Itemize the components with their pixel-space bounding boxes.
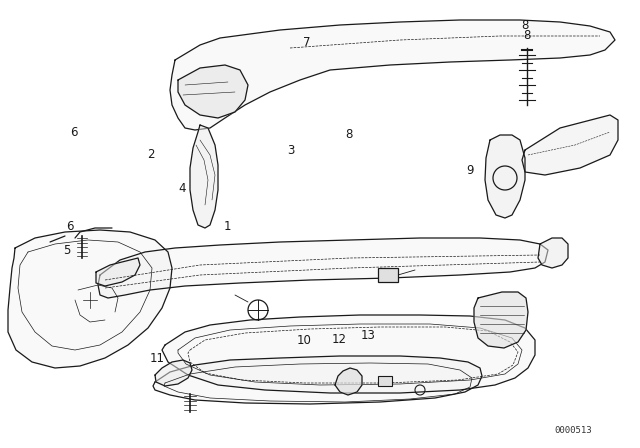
FancyBboxPatch shape bbox=[378, 376, 392, 386]
Text: 11: 11 bbox=[149, 352, 164, 365]
Polygon shape bbox=[335, 368, 362, 395]
Polygon shape bbox=[8, 230, 172, 368]
Polygon shape bbox=[474, 292, 528, 348]
Text: 1: 1 bbox=[223, 220, 231, 233]
Text: 8: 8 bbox=[524, 29, 531, 42]
Text: 5: 5 bbox=[63, 244, 71, 258]
Polygon shape bbox=[522, 115, 618, 175]
Text: 6: 6 bbox=[70, 125, 77, 139]
Text: 7: 7 bbox=[303, 36, 311, 49]
Polygon shape bbox=[155, 360, 192, 386]
Text: 9: 9 bbox=[467, 164, 474, 177]
Text: 4: 4 bbox=[179, 181, 186, 195]
Text: 2: 2 bbox=[147, 148, 154, 161]
Text: 6: 6 bbox=[67, 220, 74, 233]
Polygon shape bbox=[538, 238, 568, 268]
Text: 8: 8 bbox=[345, 128, 353, 141]
Polygon shape bbox=[170, 20, 615, 130]
Polygon shape bbox=[178, 65, 248, 118]
Text: 8: 8 bbox=[521, 19, 529, 33]
Text: 12: 12 bbox=[332, 333, 347, 346]
Text: 10: 10 bbox=[296, 334, 312, 347]
FancyBboxPatch shape bbox=[378, 268, 398, 282]
Polygon shape bbox=[162, 315, 535, 393]
Polygon shape bbox=[96, 258, 140, 286]
Polygon shape bbox=[153, 356, 482, 404]
Polygon shape bbox=[190, 125, 218, 228]
Polygon shape bbox=[98, 238, 548, 298]
Text: 0000513: 0000513 bbox=[554, 426, 591, 435]
Polygon shape bbox=[485, 135, 525, 218]
Text: 13: 13 bbox=[360, 328, 376, 342]
Text: 3: 3 bbox=[287, 143, 295, 157]
